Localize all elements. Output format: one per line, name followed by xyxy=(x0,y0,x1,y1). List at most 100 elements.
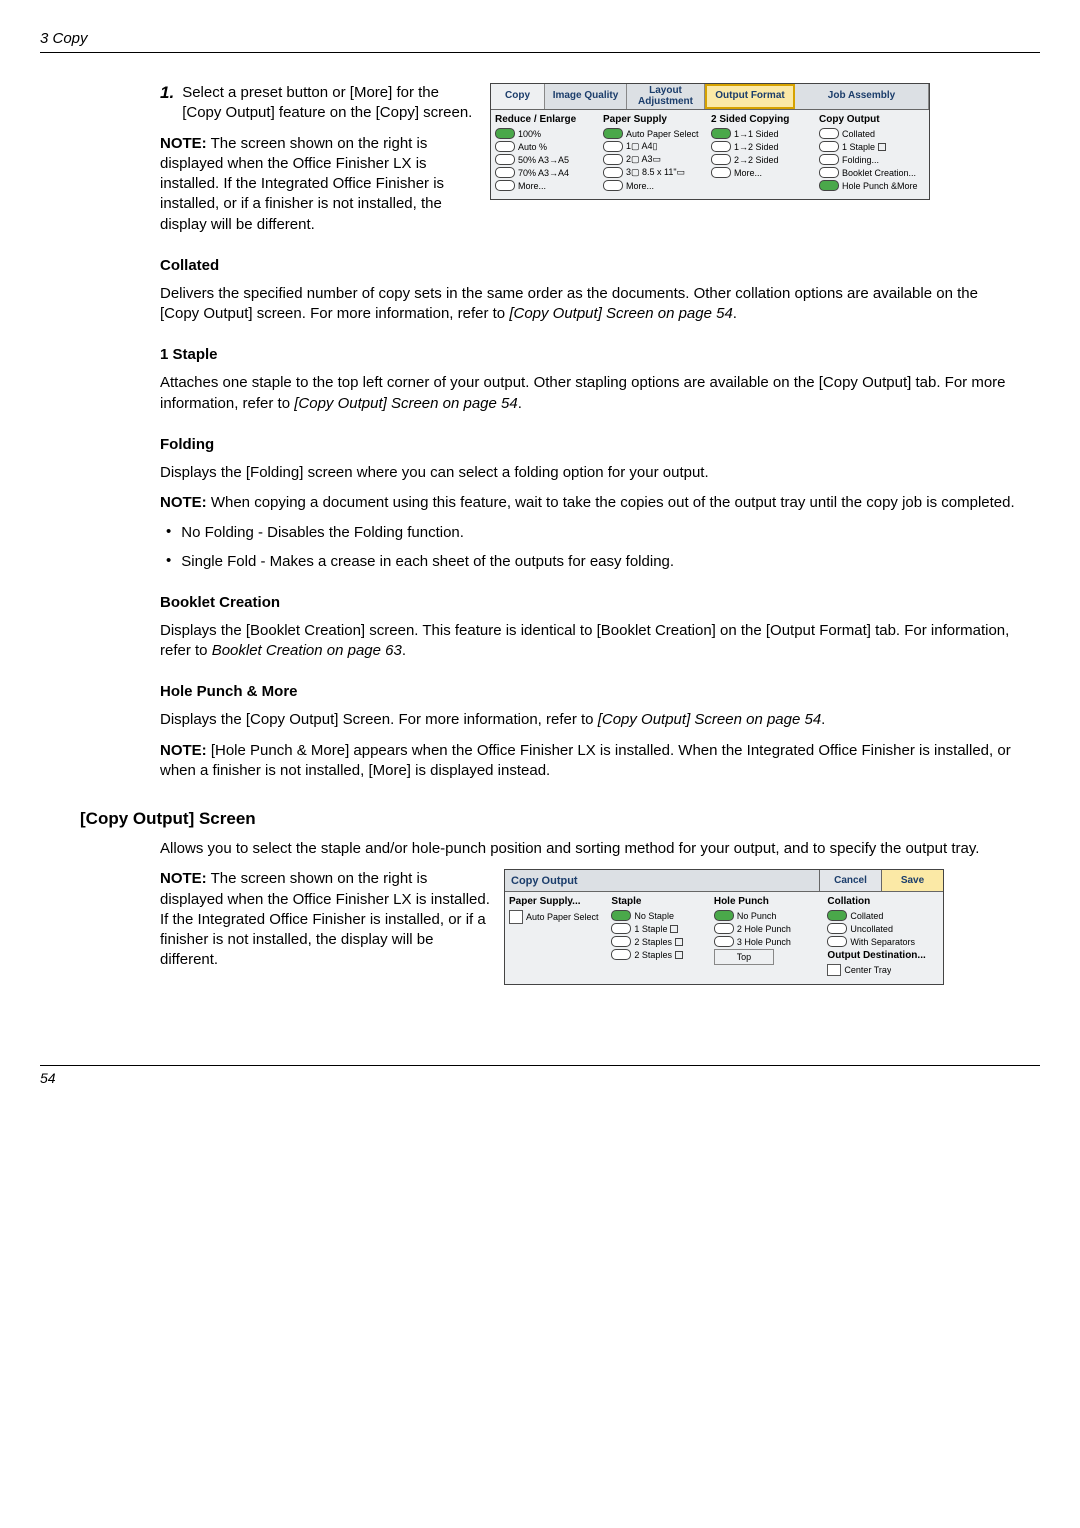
note-label: NOTE: xyxy=(160,742,207,759)
opt-center-tray[interactable]: Center Tray xyxy=(827,964,939,976)
tab-image-quality[interactable]: Image Quality xyxy=(545,84,627,109)
opt-auto[interactable]: Auto % xyxy=(495,141,601,152)
heading-1staple: 1 Staple xyxy=(160,346,1020,363)
step-number: 1. xyxy=(160,83,174,103)
col-collation: Collation Collated Uncollated With Separ… xyxy=(827,896,939,978)
collated-paragraph: Delivers the specified number of copy se… xyxy=(160,284,1020,325)
position-icon xyxy=(878,143,886,151)
dialog-title: Copy Output xyxy=(505,870,819,891)
opt-a4[interactable]: 1▢ A4▯ xyxy=(603,141,709,152)
radio-icon xyxy=(711,141,731,152)
radio-icon xyxy=(819,167,839,178)
opt-uncollated[interactable]: Uncollated xyxy=(827,923,939,934)
radio-icon xyxy=(603,180,623,191)
opt-2-hole[interactable]: 2 Hole Punch xyxy=(714,923,826,934)
tab-job-assembly[interactable]: Job Assembly xyxy=(795,84,929,109)
opt-with-separators[interactable]: With Separators xyxy=(827,936,939,947)
paper-icon xyxy=(509,910,523,924)
col-paper-supply: Paper Supply... Auto Paper Select xyxy=(509,896,609,978)
page-number: 54 xyxy=(40,1070,56,1086)
opt-50[interactable]: 50% A3→A5 xyxy=(495,154,601,165)
opt-no-punch[interactable]: No Punch xyxy=(714,910,826,921)
opt-2-staples-b[interactable]: 2 Staples xyxy=(611,949,711,960)
col-head: Hole Punch xyxy=(714,896,826,907)
dialog-title-row: Copy Output Cancel Save xyxy=(505,870,943,892)
panel2-columns: Paper Supply... Auto Paper Select Staple… xyxy=(505,892,943,984)
heading-copy-output-screen: [Copy Output] Screen xyxy=(80,809,1040,829)
opt-1to1[interactable]: 1→1 Sided xyxy=(711,128,817,139)
col-head: Staple xyxy=(611,896,711,907)
opt-collated[interactable]: Collated xyxy=(819,128,925,139)
tray-icon xyxy=(827,964,841,976)
opt-auto-paper[interactable]: Auto Paper Select xyxy=(603,128,709,139)
copy-output-dialog: Copy Output Cancel Save Paper Supply... … xyxy=(504,869,944,985)
opt-1to2[interactable]: 1→2 Sided xyxy=(711,141,817,152)
note-with-panel: NOTE: The screen shown on the right is d… xyxy=(160,869,1020,985)
tab-copy[interactable]: Copy xyxy=(491,84,545,109)
bullet-icon: • xyxy=(166,552,171,569)
step-text: Select a preset button or [More] for the… xyxy=(182,83,480,124)
heading-holepunch: Hole Punch & More xyxy=(160,683,1020,700)
opt-folding[interactable]: Folding... xyxy=(819,154,925,165)
step-text-column: 1. Select a preset button or [More] for … xyxy=(160,83,490,235)
col-hole-punch: Hole Punch No Punch 2 Hole Punch 3 Hole … xyxy=(714,896,826,978)
opt-85x11[interactable]: 3▢ 8.5 x 11"▭ xyxy=(603,167,709,178)
link-copy-output-screen: [Copy Output] Screen on page 54 xyxy=(598,711,821,728)
save-button[interactable]: Save xyxy=(881,870,943,891)
col-copy-output: Copy Output Collated 1 Staple Folding...… xyxy=(819,114,925,193)
opt-1-staple[interactable]: 1 Staple xyxy=(611,923,711,934)
col-head: Collation xyxy=(827,896,939,907)
radio-icon xyxy=(603,128,623,139)
radio-icon xyxy=(819,180,839,191)
copy-output-note: NOTE: The screen shown on the right is d… xyxy=(160,869,490,970)
opt-holepunch[interactable]: Hole Punch &More xyxy=(819,180,925,191)
opt-collated[interactable]: Collated xyxy=(827,910,939,921)
copy-output-p1: Allows you to select the staple and/or h… xyxy=(160,839,1020,859)
note-label: NOTE: xyxy=(160,870,207,887)
opt-1staple[interactable]: 1 Staple xyxy=(819,141,925,152)
opt-no-staple[interactable]: No Staple xyxy=(611,910,711,921)
radio-icon xyxy=(611,923,631,934)
opt-3-hole[interactable]: 3 Hole Punch xyxy=(714,936,826,947)
opt-2to2[interactable]: 2→2 Sided xyxy=(711,154,817,165)
folding-bullets: • No Folding - Disables the Folding func… xyxy=(160,523,1020,572)
folding-paragraph: Displays the [Folding] screen where you … xyxy=(160,463,1020,483)
opt-more[interactable]: More... xyxy=(495,180,601,191)
opt-2-staples-a[interactable]: 2 Staples xyxy=(611,936,711,947)
tab-output-format[interactable]: Output Format xyxy=(705,84,795,109)
radio-icon xyxy=(714,910,734,921)
opt-70[interactable]: 70% A3→A4 xyxy=(495,167,601,178)
opt-more[interactable]: More... xyxy=(711,167,817,178)
opt-a3[interactable]: 2▢ A3▭ xyxy=(603,154,709,165)
radio-icon xyxy=(495,141,515,152)
bullet-icon: • xyxy=(166,523,171,540)
position-icon xyxy=(675,951,683,959)
col-head: 2 Sided Copying xyxy=(711,114,817,125)
copy-output-section: Allows you to select the staple and/or h… xyxy=(160,839,1020,985)
radio-icon xyxy=(495,167,515,178)
cancel-button[interactable]: Cancel xyxy=(819,870,881,891)
position-icon xyxy=(675,938,683,946)
holepunch-note: NOTE: [Hole Punch & More] appears when t… xyxy=(160,741,1020,782)
tab-layout-adjustment[interactable]: Layout Adjustment xyxy=(627,84,705,109)
holepunch-paragraph: Displays the [Copy Output] Screen. For m… xyxy=(160,710,1020,730)
radio-icon xyxy=(603,141,623,152)
opt-top[interactable]: Top xyxy=(714,949,774,965)
link-copy-output-screen: [Copy Output] Screen on page 54 xyxy=(509,305,732,322)
note-1: NOTE: The screen shown on the right is d… xyxy=(160,134,480,235)
note-label: NOTE: xyxy=(160,494,207,511)
page-header: 3 Copy xyxy=(40,30,1040,53)
col-staple: Staple No Staple 1 Staple 2 Staples 2 St… xyxy=(611,896,711,978)
bullet-no-folding: • No Folding - Disables the Folding func… xyxy=(160,523,1020,543)
opt-100[interactable]: 100% xyxy=(495,128,601,139)
opt-booklet[interactable]: Booklet Creation... xyxy=(819,167,925,178)
staple-paragraph: Attaches one staple to the top left corn… xyxy=(160,373,1020,414)
panel1-columns: Reduce / Enlarge 100% Auto % 50% A3→A5 7… xyxy=(491,110,929,199)
opt-auto-paper[interactable]: Auto Paper Select xyxy=(509,910,609,924)
note-label: NOTE: xyxy=(160,135,207,152)
step-row: 1. Select a preset button or [More] for … xyxy=(160,83,1020,235)
col-head: Paper Supply xyxy=(603,114,709,125)
heading-folding: Folding xyxy=(160,436,1020,453)
opt-more[interactable]: More... xyxy=(603,180,709,191)
radio-icon xyxy=(827,936,847,947)
